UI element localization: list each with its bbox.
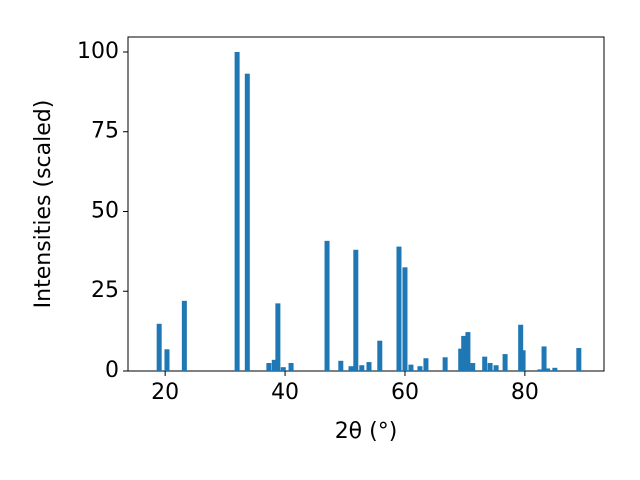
bar <box>408 364 414 371</box>
bar <box>442 357 448 371</box>
x-tick-label: 80 <box>511 380 539 405</box>
bar <box>266 363 272 371</box>
bar <box>518 324 524 371</box>
bar <box>402 267 408 371</box>
bar <box>181 300 187 371</box>
x-tick-label: 20 <box>151 380 179 405</box>
bar <box>234 51 240 371</box>
y-tick-label: 25 <box>91 278 119 303</box>
y-tick-label: 75 <box>91 119 119 144</box>
bar <box>482 356 488 371</box>
bar <box>280 367 286 371</box>
y-tick-label: 0 <box>105 358 119 383</box>
bar <box>470 363 476 371</box>
bar <box>520 350 526 371</box>
y-axis-label: Intensities (scaled) <box>31 100 56 309</box>
bar <box>502 354 508 371</box>
bar <box>244 73 250 372</box>
bar <box>288 363 294 371</box>
bar <box>576 348 582 371</box>
bar <box>545 368 551 371</box>
bar <box>396 246 402 371</box>
bar <box>461 335 467 371</box>
bar <box>487 363 493 371</box>
bar <box>537 369 543 371</box>
bar <box>366 362 372 371</box>
bar <box>552 367 558 371</box>
bar <box>377 340 383 371</box>
bar <box>338 360 344 371</box>
x-tick-label: 60 <box>391 380 419 405</box>
bar <box>271 359 277 371</box>
bar <box>417 366 423 371</box>
y-tick-label: 100 <box>77 39 119 64</box>
bar <box>541 346 547 371</box>
bar <box>353 249 359 371</box>
x-tick-label: 40 <box>271 380 299 405</box>
bar <box>324 240 330 371</box>
bar <box>493 365 499 371</box>
bar <box>423 358 429 371</box>
x-axis-label: 2θ (°) <box>335 419 398 444</box>
plot-frame <box>127 36 605 372</box>
bar <box>458 348 464 371</box>
y-tick-label: 50 <box>91 198 119 223</box>
bar <box>348 366 354 371</box>
bar <box>465 332 471 371</box>
bar <box>164 349 170 371</box>
bar <box>359 365 365 371</box>
bar <box>275 303 281 371</box>
bar <box>156 323 162 371</box>
